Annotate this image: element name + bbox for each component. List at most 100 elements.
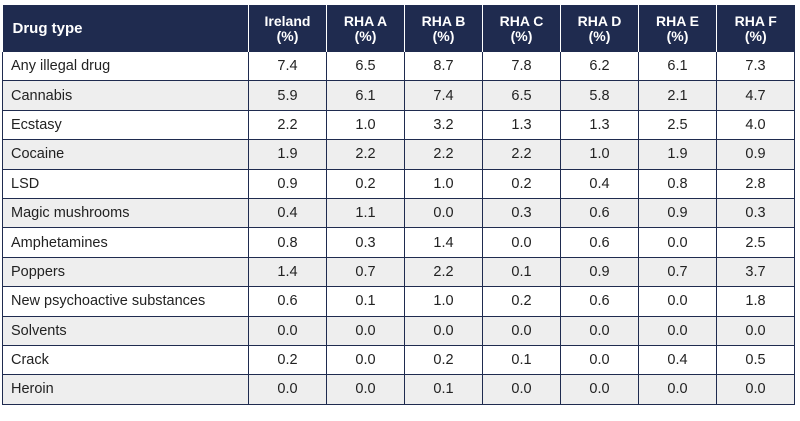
value-cell: 0.0 [482,227,561,258]
value-cell: 2.2 [482,139,561,170]
value-cell: 0.2 [326,169,405,199]
value-cell: 0.0 [716,316,795,346]
value-cell: 0.5 [716,345,795,376]
table-row: Any illegal drug 7.4 6.5 8.7 7.8 6.2 6.1 7.3 [2,52,795,82]
column-header-rha-e: RHA E (%) [638,5,717,52]
drug-type-cell: Heroin [2,374,249,405]
value-cell: 0.0 [326,374,405,405]
value-cell: 2.8 [716,169,795,199]
value-cell: 0.6 [560,286,639,317]
value-cell: 8.7 [404,52,483,82]
value-cell: 0.4 [638,345,717,376]
column-header-label: RHA D [577,12,622,29]
table-row: Ecstasy 2.2 1.0 3.2 1.3 1.3 2.5 4.0 [2,110,795,141]
value-cell: 7.4 [248,52,327,82]
drug-type-cell: Magic mushrooms [2,198,249,229]
value-cell: 0.0 [638,316,717,346]
column-header-ireland: Ireland (%) [248,5,327,52]
value-cell: 1.3 [482,110,561,141]
value-cell: 0.1 [482,345,561,376]
table-row: Magic mushrooms 0.4 1.1 0.0 0.3 0.6 0.9 0.3 [2,198,795,229]
drug-type-cell: New psychoactive substances [2,286,249,317]
value-cell: 6.5 [326,52,405,82]
value-cell: 1.0 [326,110,405,141]
value-cell: 0.3 [482,198,561,229]
column-header-unit: (%) [588,27,611,44]
value-cell: 2.1 [638,80,717,111]
column-header-rha-c: RHA C (%) [482,5,561,52]
column-header-label: RHA E [655,12,700,29]
value-cell: 0.0 [638,227,717,258]
column-header-label: RHA A [343,12,388,29]
column-header-rha-a: RHA A (%) [326,5,405,52]
header-row: Drug type Ireland (%) RHA A (%) RHA B (%… [2,5,795,52]
value-cell: 0.1 [482,257,561,288]
value-cell: 7.4 [404,80,483,111]
value-cell: 2.2 [248,110,327,141]
drug-type-cell: Cocaine [2,139,249,170]
value-cell: 0.1 [326,286,405,317]
value-cell: 0.7 [326,257,405,288]
value-cell: 0.7 [638,257,717,288]
value-cell: 0.4 [560,169,639,199]
value-cell: 1.4 [404,227,483,258]
value-cell: 0.0 [248,316,327,346]
table-row: Cocaine 1.9 2.2 2.2 2.2 1.0 1.9 0.9 [2,139,795,170]
value-cell: 0.0 [326,316,405,346]
value-cell: 4.7 [716,80,795,111]
value-cell: 6.2 [560,52,639,82]
value-cell: 1.9 [638,139,717,170]
column-header-label: Drug type [12,20,83,37]
drug-type-cell: Any illegal drug [2,52,249,82]
value-cell: 0.2 [404,345,483,376]
table-body: Any illegal drug 7.4 6.5 8.7 7.8 6.2 6.1 7.3 Can… [2,52,795,405]
value-cell: 0.0 [560,345,639,376]
column-header-rha-d: RHA D (%) [560,5,639,52]
value-cell: 0.3 [326,227,405,258]
table-header: Drug type Ireland (%) RHA A (%) RHA B (%… [2,5,795,52]
value-cell: 1.8 [716,286,795,317]
value-cell: 2.2 [404,139,483,170]
column-header-drug-type: Drug type [2,5,249,52]
value-cell: 1.3 [560,110,639,141]
value-cell: 6.1 [638,52,717,82]
table-row: Cannabis 5.9 6.1 7.4 6.5 5.8 2.1 4.7 [2,80,795,111]
value-cell: 0.3 [716,198,795,229]
value-cell: 0.9 [248,169,327,199]
drug-type-cell: Amphetamines [2,227,249,258]
value-cell: 0.8 [638,169,717,199]
value-cell: 2.5 [716,227,795,258]
value-cell: 3.2 [404,110,483,141]
table-row: Poppers 1.4 0.7 2.2 0.1 0.9 0.7 3.7 [2,257,795,288]
value-cell: 0.0 [638,374,717,405]
column-header-unit: (%) [432,27,455,44]
drug-type-cell: Cannabis [2,80,249,111]
value-cell: 0.6 [248,286,327,317]
value-cell: 0.2 [482,286,561,317]
value-cell: 1.9 [248,139,327,170]
drug-type-cell: LSD [2,169,249,199]
value-cell: 2.2 [326,139,405,170]
table-row: Heroin 0.0 0.0 0.1 0.0 0.0 0.0 0.0 [2,374,795,405]
value-cell: 1.0 [404,286,483,317]
column-header-label: RHA C [499,12,544,29]
value-cell: 0.0 [248,374,327,405]
value-cell: 3.7 [716,257,795,288]
value-cell: 0.6 [560,198,639,229]
value-cell: 1.1 [326,198,405,229]
column-header-unit: (%) [510,27,533,44]
table-row: Crack 0.2 0.0 0.2 0.1 0.0 0.4 0.5 [2,345,795,376]
value-cell: 1.0 [404,169,483,199]
value-cell: 0.9 [560,257,639,288]
drug-use-table: Drug type Ireland (%) RHA A (%) RHA B (%… [2,5,795,405]
column-header-unit: (%) [744,27,767,44]
value-cell: 0.9 [638,198,717,229]
value-cell: 6.1 [326,80,405,111]
column-header-unit: (%) [354,27,377,44]
column-header-rha-b: RHA B (%) [404,5,483,52]
value-cell: 0.0 [560,374,639,405]
value-cell: 6.5 [482,80,561,111]
value-cell: 0.0 [326,345,405,376]
value-cell: 0.0 [716,374,795,405]
value-cell: 0.0 [638,286,717,317]
